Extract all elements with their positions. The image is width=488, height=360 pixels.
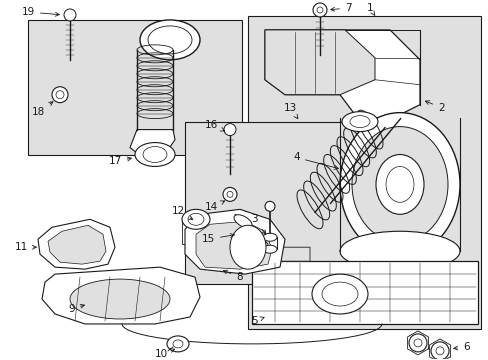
Polygon shape bbox=[42, 267, 200, 324]
Ellipse shape bbox=[351, 127, 447, 242]
Ellipse shape bbox=[167, 336, 189, 352]
Ellipse shape bbox=[408, 334, 426, 352]
Text: 17: 17 bbox=[108, 157, 131, 166]
Bar bbox=[184, 122, 387, 284]
Text: 6: 6 bbox=[453, 342, 468, 352]
Polygon shape bbox=[130, 130, 175, 159]
Text: 18: 18 bbox=[32, 102, 53, 117]
Ellipse shape bbox=[223, 188, 237, 201]
Text: 5: 5 bbox=[251, 316, 264, 326]
Polygon shape bbox=[38, 219, 115, 269]
Text: 9: 9 bbox=[68, 304, 84, 314]
Polygon shape bbox=[48, 225, 106, 264]
Polygon shape bbox=[182, 219, 209, 244]
Ellipse shape bbox=[339, 231, 459, 271]
Text: 16: 16 bbox=[204, 120, 224, 131]
Ellipse shape bbox=[375, 154, 423, 214]
Ellipse shape bbox=[341, 112, 377, 131]
Polygon shape bbox=[264, 30, 374, 95]
Ellipse shape bbox=[233, 215, 251, 228]
Ellipse shape bbox=[339, 113, 459, 256]
Polygon shape bbox=[264, 30, 419, 120]
Polygon shape bbox=[251, 261, 477, 324]
Text: 2: 2 bbox=[425, 101, 444, 113]
Text: 3: 3 bbox=[251, 214, 265, 234]
Ellipse shape bbox=[263, 245, 276, 253]
Ellipse shape bbox=[64, 9, 76, 21]
Polygon shape bbox=[196, 221, 271, 269]
Ellipse shape bbox=[430, 342, 448, 360]
Text: 14: 14 bbox=[204, 201, 224, 212]
Text: 4: 4 bbox=[293, 153, 338, 170]
Ellipse shape bbox=[52, 87, 68, 103]
Ellipse shape bbox=[224, 123, 236, 136]
Polygon shape bbox=[184, 209, 285, 274]
Text: 10: 10 bbox=[155, 348, 174, 359]
Text: 8: 8 bbox=[223, 270, 242, 282]
Ellipse shape bbox=[135, 143, 175, 166]
Ellipse shape bbox=[70, 279, 170, 319]
Ellipse shape bbox=[140, 20, 200, 60]
Ellipse shape bbox=[264, 201, 274, 211]
Ellipse shape bbox=[182, 209, 209, 229]
Bar bbox=[247, 16, 480, 329]
Ellipse shape bbox=[263, 233, 276, 241]
Text: 12: 12 bbox=[171, 206, 192, 220]
Text: 11: 11 bbox=[15, 242, 36, 252]
Ellipse shape bbox=[229, 225, 265, 269]
Ellipse shape bbox=[312, 3, 326, 17]
Text: 1: 1 bbox=[366, 3, 374, 16]
Text: 13: 13 bbox=[283, 103, 297, 118]
Ellipse shape bbox=[311, 274, 367, 314]
Text: 7: 7 bbox=[330, 3, 351, 13]
Text: 15: 15 bbox=[202, 234, 234, 244]
Text: 19: 19 bbox=[21, 7, 59, 17]
Bar bbox=[28, 20, 242, 154]
Polygon shape bbox=[251, 247, 309, 261]
